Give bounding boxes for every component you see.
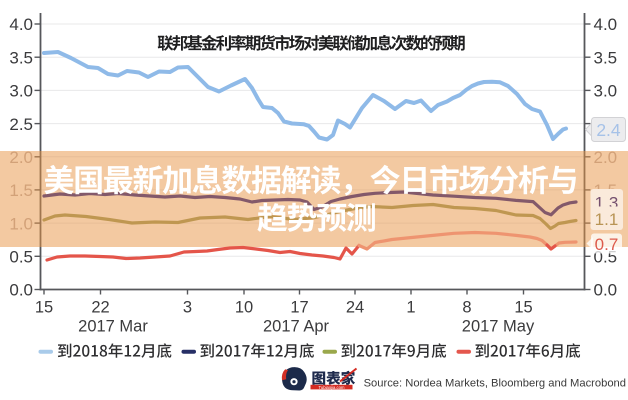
svg-text:0.7: 0.7	[595, 235, 619, 254]
svg-text:1.5: 1.5	[9, 181, 33, 200]
svg-text:4.0: 4.0	[594, 15, 618, 34]
svg-text:4.0: 4.0	[9, 15, 33, 34]
svg-text:3.5: 3.5	[9, 48, 33, 67]
svg-text:17: 17	[290, 299, 308, 317]
svg-text:1: 1	[406, 299, 415, 317]
svg-text:15: 15	[35, 299, 53, 317]
svg-text:22: 22	[91, 299, 109, 317]
svg-text:15: 15	[514, 299, 532, 317]
svg-text:1.0: 1.0	[9, 214, 33, 233]
svg-text:0.0: 0.0	[9, 281, 33, 300]
svg-text:2017 May: 2017 May	[462, 318, 535, 336]
svg-text:3.5: 3.5	[594, 48, 618, 67]
svg-text:2017 Apr: 2017 Apr	[263, 318, 330, 336]
svg-text:3.0: 3.0	[9, 82, 33, 101]
svg-text:8: 8	[462, 299, 471, 317]
svg-text:2017 Mar: 2017 Mar	[78, 318, 148, 336]
svg-text:2.0: 2.0	[9, 148, 33, 167]
svg-text:0.5: 0.5	[9, 248, 33, 267]
svg-text:Tubiaojia.com: Tubiaojia.com	[319, 385, 345, 390]
svg-text:10: 10	[235, 299, 253, 317]
svg-text:3.0: 3.0	[594, 82, 618, 101]
svg-text:1.1: 1.1	[595, 210, 619, 229]
svg-text:2.4: 2.4	[596, 120, 621, 140]
svg-text:24: 24	[346, 299, 364, 317]
svg-text:2.0: 2.0	[594, 148, 618, 167]
svg-text:0.0: 0.0	[594, 281, 618, 300]
svg-text:3: 3	[183, 299, 192, 317]
svg-text:Source: Nordea Markets, Bloomb: Source: Nordea Markets, Bloomberg and Ma…	[364, 378, 626, 390]
svg-text:2.5: 2.5	[9, 115, 33, 134]
